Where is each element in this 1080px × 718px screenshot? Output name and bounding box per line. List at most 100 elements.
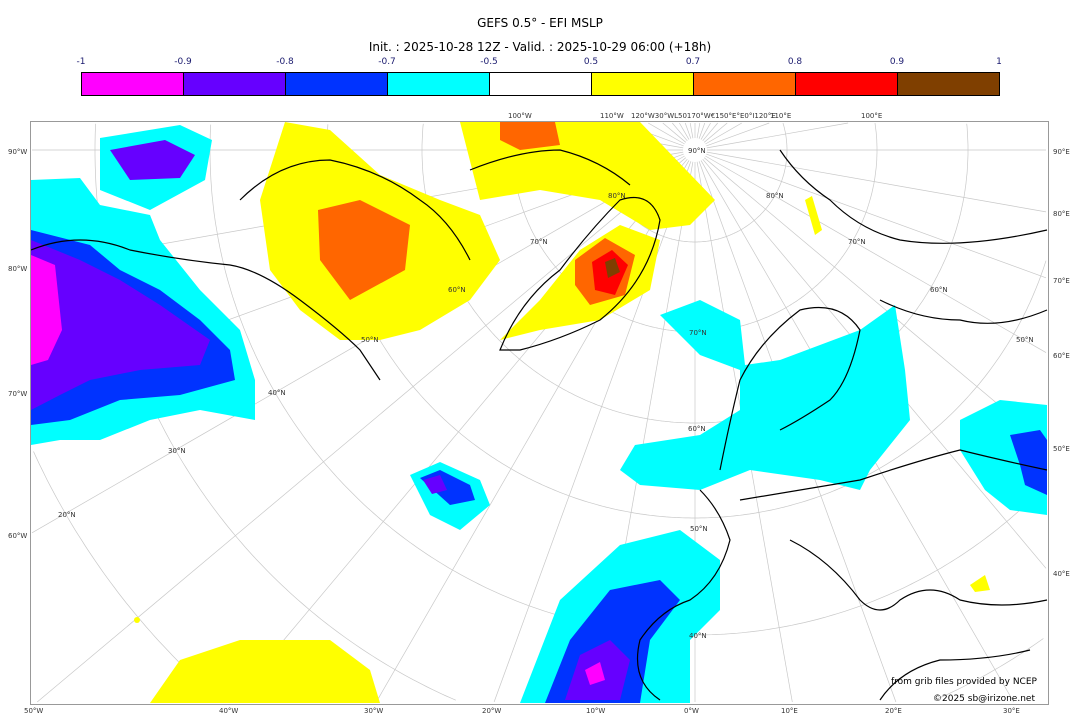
axis-tick-label: 0°W xyxy=(684,707,699,715)
latitude-line xyxy=(209,124,1045,636)
meridian-line xyxy=(705,122,742,145)
axis-tick-label: 50°N xyxy=(690,525,708,533)
axis-tick-label: 70°N xyxy=(689,329,707,337)
meridian-line xyxy=(706,122,849,149)
axis-tick-label: 40°N xyxy=(268,389,286,397)
axis-tick-label: 20°W xyxy=(482,707,502,715)
axis-tick-label: 50°E xyxy=(1053,445,1070,453)
meridian-line xyxy=(703,122,728,143)
colorbar-bin xyxy=(82,73,184,95)
meridian-line xyxy=(679,122,690,140)
efi-region-purple xyxy=(31,240,210,410)
colorbar-bin xyxy=(286,73,388,95)
axis-tick-label: 50°W xyxy=(24,707,44,715)
axis-tick-label: 20°N xyxy=(58,511,76,519)
colorbar-bin xyxy=(490,73,592,95)
axis-tick-label: 30°E xyxy=(1003,707,1020,715)
efi-region-yellow xyxy=(150,640,380,703)
colorbar-bin xyxy=(388,73,490,95)
colorbar-tick-label: -0.9 xyxy=(174,57,192,67)
axis-tick-label: 80°N xyxy=(766,192,784,200)
efi-region-cyan xyxy=(620,300,910,490)
meridian-line xyxy=(493,161,692,703)
axis-tick-label: 30°N xyxy=(168,447,186,455)
axis-tick-label: 60°N xyxy=(448,286,466,294)
colorbar-tick-label: -0.8 xyxy=(276,57,294,67)
efi-region-yellow xyxy=(805,196,822,235)
chart-title: GEFS 0.5° - EFI MSLP xyxy=(477,16,603,30)
data-source-credit: from grib files provided by NCEP xyxy=(891,677,1037,687)
meridian-line xyxy=(662,122,687,143)
colorbar-bin xyxy=(592,73,694,95)
axis-tick-label: 90°E xyxy=(1053,148,1070,156)
axis-tick-label: 100°E xyxy=(861,112,883,120)
axis-tick-label: 50°N xyxy=(1016,336,1034,344)
map-panel xyxy=(30,121,1049,705)
efi-region-blue xyxy=(1010,430,1047,495)
axis-tick-label: 40°E xyxy=(1053,570,1070,578)
meridian-line xyxy=(696,122,701,139)
colorbar-bin xyxy=(694,73,796,95)
axis-tick-label: 100°W xyxy=(508,112,532,120)
efi-region-yellow xyxy=(134,617,140,623)
axis-tick-label: 90°N xyxy=(688,147,706,155)
efi-region-purple xyxy=(110,140,195,180)
meridian-line xyxy=(703,157,1047,445)
meridian-line xyxy=(706,151,1047,213)
meridian-line xyxy=(684,122,692,139)
meridian-line xyxy=(702,122,718,142)
efi-fields xyxy=(31,122,1047,703)
axis-tick-label: 40°N xyxy=(689,632,707,640)
axis-tick-label: 60°N xyxy=(688,425,706,433)
axis-tick-label: 30°W xyxy=(364,707,384,715)
efi-region-purple xyxy=(423,475,447,494)
meridian-line xyxy=(672,122,688,142)
colorbar-tick-label: -1 xyxy=(76,57,86,67)
axis-tick-label: 70°W xyxy=(8,390,28,398)
colorbar-tick-label: 0.7 xyxy=(685,57,701,67)
colorbar xyxy=(81,72,1000,96)
colorbar-tick-label: -0.5 xyxy=(480,57,498,67)
efi-region-orange xyxy=(500,122,560,150)
axis-tick-label: 80°W xyxy=(8,265,28,273)
efi-region-magenta xyxy=(585,662,605,685)
meridian-line xyxy=(706,122,770,147)
axis-tick-label: 40°W xyxy=(219,707,239,715)
axis-tick-label: 70°E xyxy=(1053,277,1070,285)
efi-region-brown xyxy=(605,258,620,278)
copyright-credit: ©2025 sb@irizone.net xyxy=(933,694,1035,704)
axis-tick-label: 80°E xyxy=(1053,210,1070,218)
efi-region-magenta xyxy=(31,255,62,365)
axis-tick-label: 60°E xyxy=(1053,352,1070,360)
axis-tick-label: 120°W30°WL50170°W€150°E°E0°I120°E xyxy=(631,112,776,120)
efi-region-cyan xyxy=(960,400,1047,515)
axis-tick-label: 70°N xyxy=(848,238,866,246)
coastlines xyxy=(31,149,1048,701)
colorbar-bin xyxy=(796,73,898,95)
colorbar-tick-label: 0.9 xyxy=(889,57,905,67)
meridian-line xyxy=(36,157,687,703)
axis-tick-label: 10°E xyxy=(781,707,798,715)
axis-tick-label: 90°W xyxy=(8,148,28,156)
axis-tick-label: 60°N xyxy=(930,286,948,294)
colorbar-tick-label: -0.7 xyxy=(378,57,396,67)
meridian-line xyxy=(705,155,1047,353)
efi-region-orange xyxy=(318,200,410,300)
axis-tick-label: 60°W xyxy=(8,532,28,540)
meridian-line xyxy=(706,153,1047,279)
axis-tick-label: 10°W xyxy=(586,707,606,715)
axis-tick-label: 70°N xyxy=(530,238,548,246)
colorbar-tick-label: 0.5 xyxy=(583,57,599,67)
colorbar-tick-label: 0.8 xyxy=(787,57,803,67)
chart-subtitle: Init. : 2025-10-28 12Z - Valid. : 2025-1… xyxy=(368,40,712,54)
meridian-line xyxy=(700,122,711,140)
axis-tick-label: 110°W xyxy=(600,112,624,120)
efi-region-yellow xyxy=(460,122,715,230)
colorbar-bin xyxy=(898,73,999,95)
meridian-line xyxy=(689,122,694,139)
meridian-line xyxy=(698,122,706,139)
colorbar-tick-label: 1 xyxy=(996,57,1002,67)
meridian-line xyxy=(31,155,685,534)
axis-tick-label: 110°E xyxy=(770,112,792,120)
axis-tick-label: 80°N xyxy=(608,192,626,200)
